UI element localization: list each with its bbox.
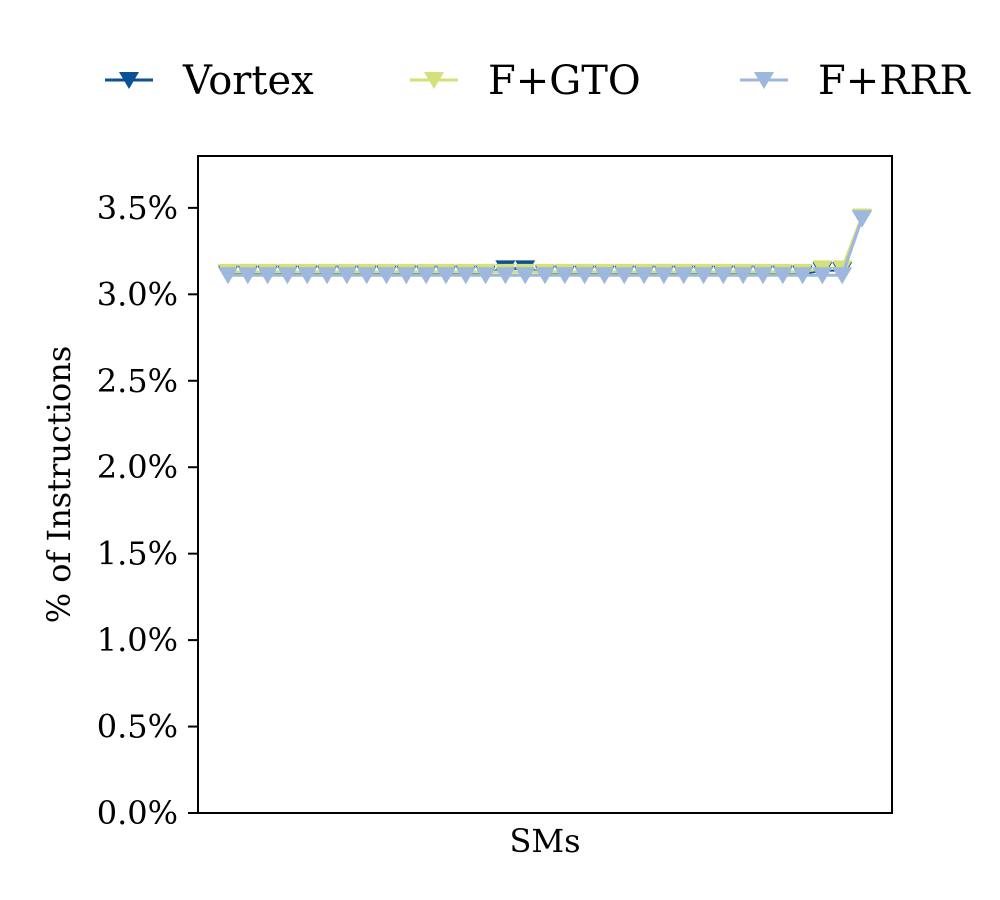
series-line [228, 215, 864, 274]
y-tick-label: 2.0% [97, 448, 178, 486]
y-tick-label: 1.5% [97, 535, 178, 573]
data-point [475, 267, 496, 285]
data-point [653, 267, 674, 285]
legend-marker [754, 72, 774, 89]
y-tick-label: 0.5% [97, 708, 178, 746]
data-point [416, 267, 437, 285]
data-point [693, 267, 714, 285]
data-point [554, 267, 575, 285]
data-point [515, 267, 536, 285]
data-point [376, 267, 397, 285]
legend-marker [119, 72, 139, 89]
data-point [257, 267, 278, 285]
data-point [713, 267, 734, 285]
data-point [535, 267, 555, 285]
x-axis-label: SMs [509, 822, 580, 860]
legend: Vortex F+GTO F+RRR [105, 58, 972, 104]
y-tick-label: 3.0% [97, 275, 178, 313]
data-point [832, 267, 853, 285]
legend-label: Vortex [182, 58, 314, 104]
data-point [396, 267, 417, 285]
data-point [237, 267, 258, 285]
data-point [317, 267, 338, 285]
y-tick-label: 1.0% [97, 621, 178, 659]
data-point [435, 267, 456, 285]
data-point [594, 267, 615, 285]
legend-item: F+RRR [740, 58, 972, 104]
data-point [297, 267, 318, 285]
legend-item: F+GTO [410, 58, 641, 104]
y-axis-label: % of Instructions [40, 346, 78, 624]
data-point [812, 267, 833, 285]
data-point [852, 210, 872, 228]
data-point [752, 267, 773, 285]
plot-frame [197, 155, 893, 814]
y-axis: 0.0% 0.5% 1.0% 1.5% 2.0% 2.5% 3.0% 3.5% [97, 189, 198, 832]
data-point [673, 267, 694, 285]
data-point [792, 267, 813, 285]
data-point [336, 267, 357, 285]
data-point [455, 267, 476, 285]
y-tick-label: 3.5% [97, 189, 178, 227]
series-f-rrr [218, 210, 872, 285]
data-point [614, 267, 635, 285]
data-point [733, 267, 754, 285]
legend-marker [424, 72, 444, 89]
legend-item: Vortex [105, 58, 314, 104]
data-point [277, 267, 298, 285]
data-point [356, 267, 377, 285]
legend-label: F+GTO [488, 58, 641, 104]
data-point [574, 267, 595, 285]
data-point [772, 267, 793, 285]
plot-area [218, 208, 872, 285]
data-point [634, 267, 655, 285]
data-point [495, 267, 516, 285]
legend-label: F+RRR [818, 58, 972, 104]
y-tick-label: 2.5% [97, 362, 178, 400]
y-tick-label: 0.0% [97, 794, 178, 832]
data-point [218, 267, 238, 285]
